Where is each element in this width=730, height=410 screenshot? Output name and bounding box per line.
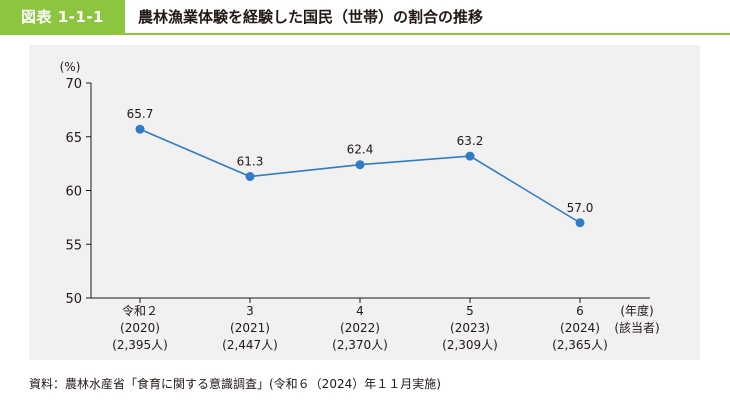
x-category-label: (2023)	[450, 321, 490, 335]
y-tick-label: 60	[65, 185, 82, 200]
x-category-label: (2,370人)	[332, 338, 388, 352]
chart-panel	[29, 45, 700, 360]
data-label: 57.0	[567, 201, 594, 215]
y-axis-unit: (%)	[60, 60, 81, 74]
data-label: 63.2	[457, 134, 484, 148]
x-category-label: 4	[356, 304, 364, 318]
data-point	[135, 124, 145, 134]
title-rule	[0, 33, 730, 35]
chart-axes	[90, 83, 650, 299]
x-category-label: (2021)	[230, 321, 270, 335]
x-category-label: (2024)	[560, 321, 600, 335]
data-point	[355, 160, 365, 170]
x-category-label: 3	[246, 304, 254, 318]
y-tick-label: 70	[65, 77, 82, 92]
x-category-label: 令和２	[122, 303, 158, 318]
data-label: 62.4	[347, 143, 374, 157]
title-bar: 図表 1-1-1 農林漁業体験を経験した国民（世帯）の割合の推移	[0, 0, 730, 35]
figure-label: 図表 1-1-1	[0, 0, 125, 34]
x-category-label: 6	[576, 304, 584, 318]
data-point	[245, 172, 255, 182]
x-category-labels: 令和２ (2020) (2,395人) 3 (2021) (2,447人) 4 (2022) (…	[112, 298, 660, 352]
x-category-label: (2022)	[340, 321, 380, 335]
x-category-label: (2020)	[120, 321, 160, 335]
x-category-label: (2,365人)	[552, 338, 608, 352]
data-point	[575, 218, 585, 228]
y-tick-label: 55	[65, 238, 82, 253]
data-label: 61.3	[237, 155, 264, 169]
x-category-label: (2,447人)	[222, 338, 278, 352]
y-tick-labels: 50 55 60 65 70 (%)	[60, 60, 91, 307]
y-tick-label: 65	[65, 131, 82, 146]
y-tick-label: 50	[65, 292, 82, 307]
x-axis-label: (該当者)	[614, 320, 659, 335]
x-axis-label: (年度)	[620, 303, 653, 318]
x-category-label: (2,309人)	[442, 338, 498, 352]
x-category-label: 5	[466, 304, 474, 318]
figure-title: 農林漁業体験を経験した国民（世帯）の割合の推移	[138, 8, 484, 26]
source-note: 資料：農林水産省「食育に関する意識調査」(令和６（2024）年１１月実施)	[29, 377, 441, 391]
data-label: 65.7	[127, 107, 154, 121]
data-point	[465, 151, 475, 161]
x-category-label: (2,395人)	[112, 338, 168, 352]
data-series: 65.7 61.3 62.4 63.2 57.0	[127, 107, 594, 228]
